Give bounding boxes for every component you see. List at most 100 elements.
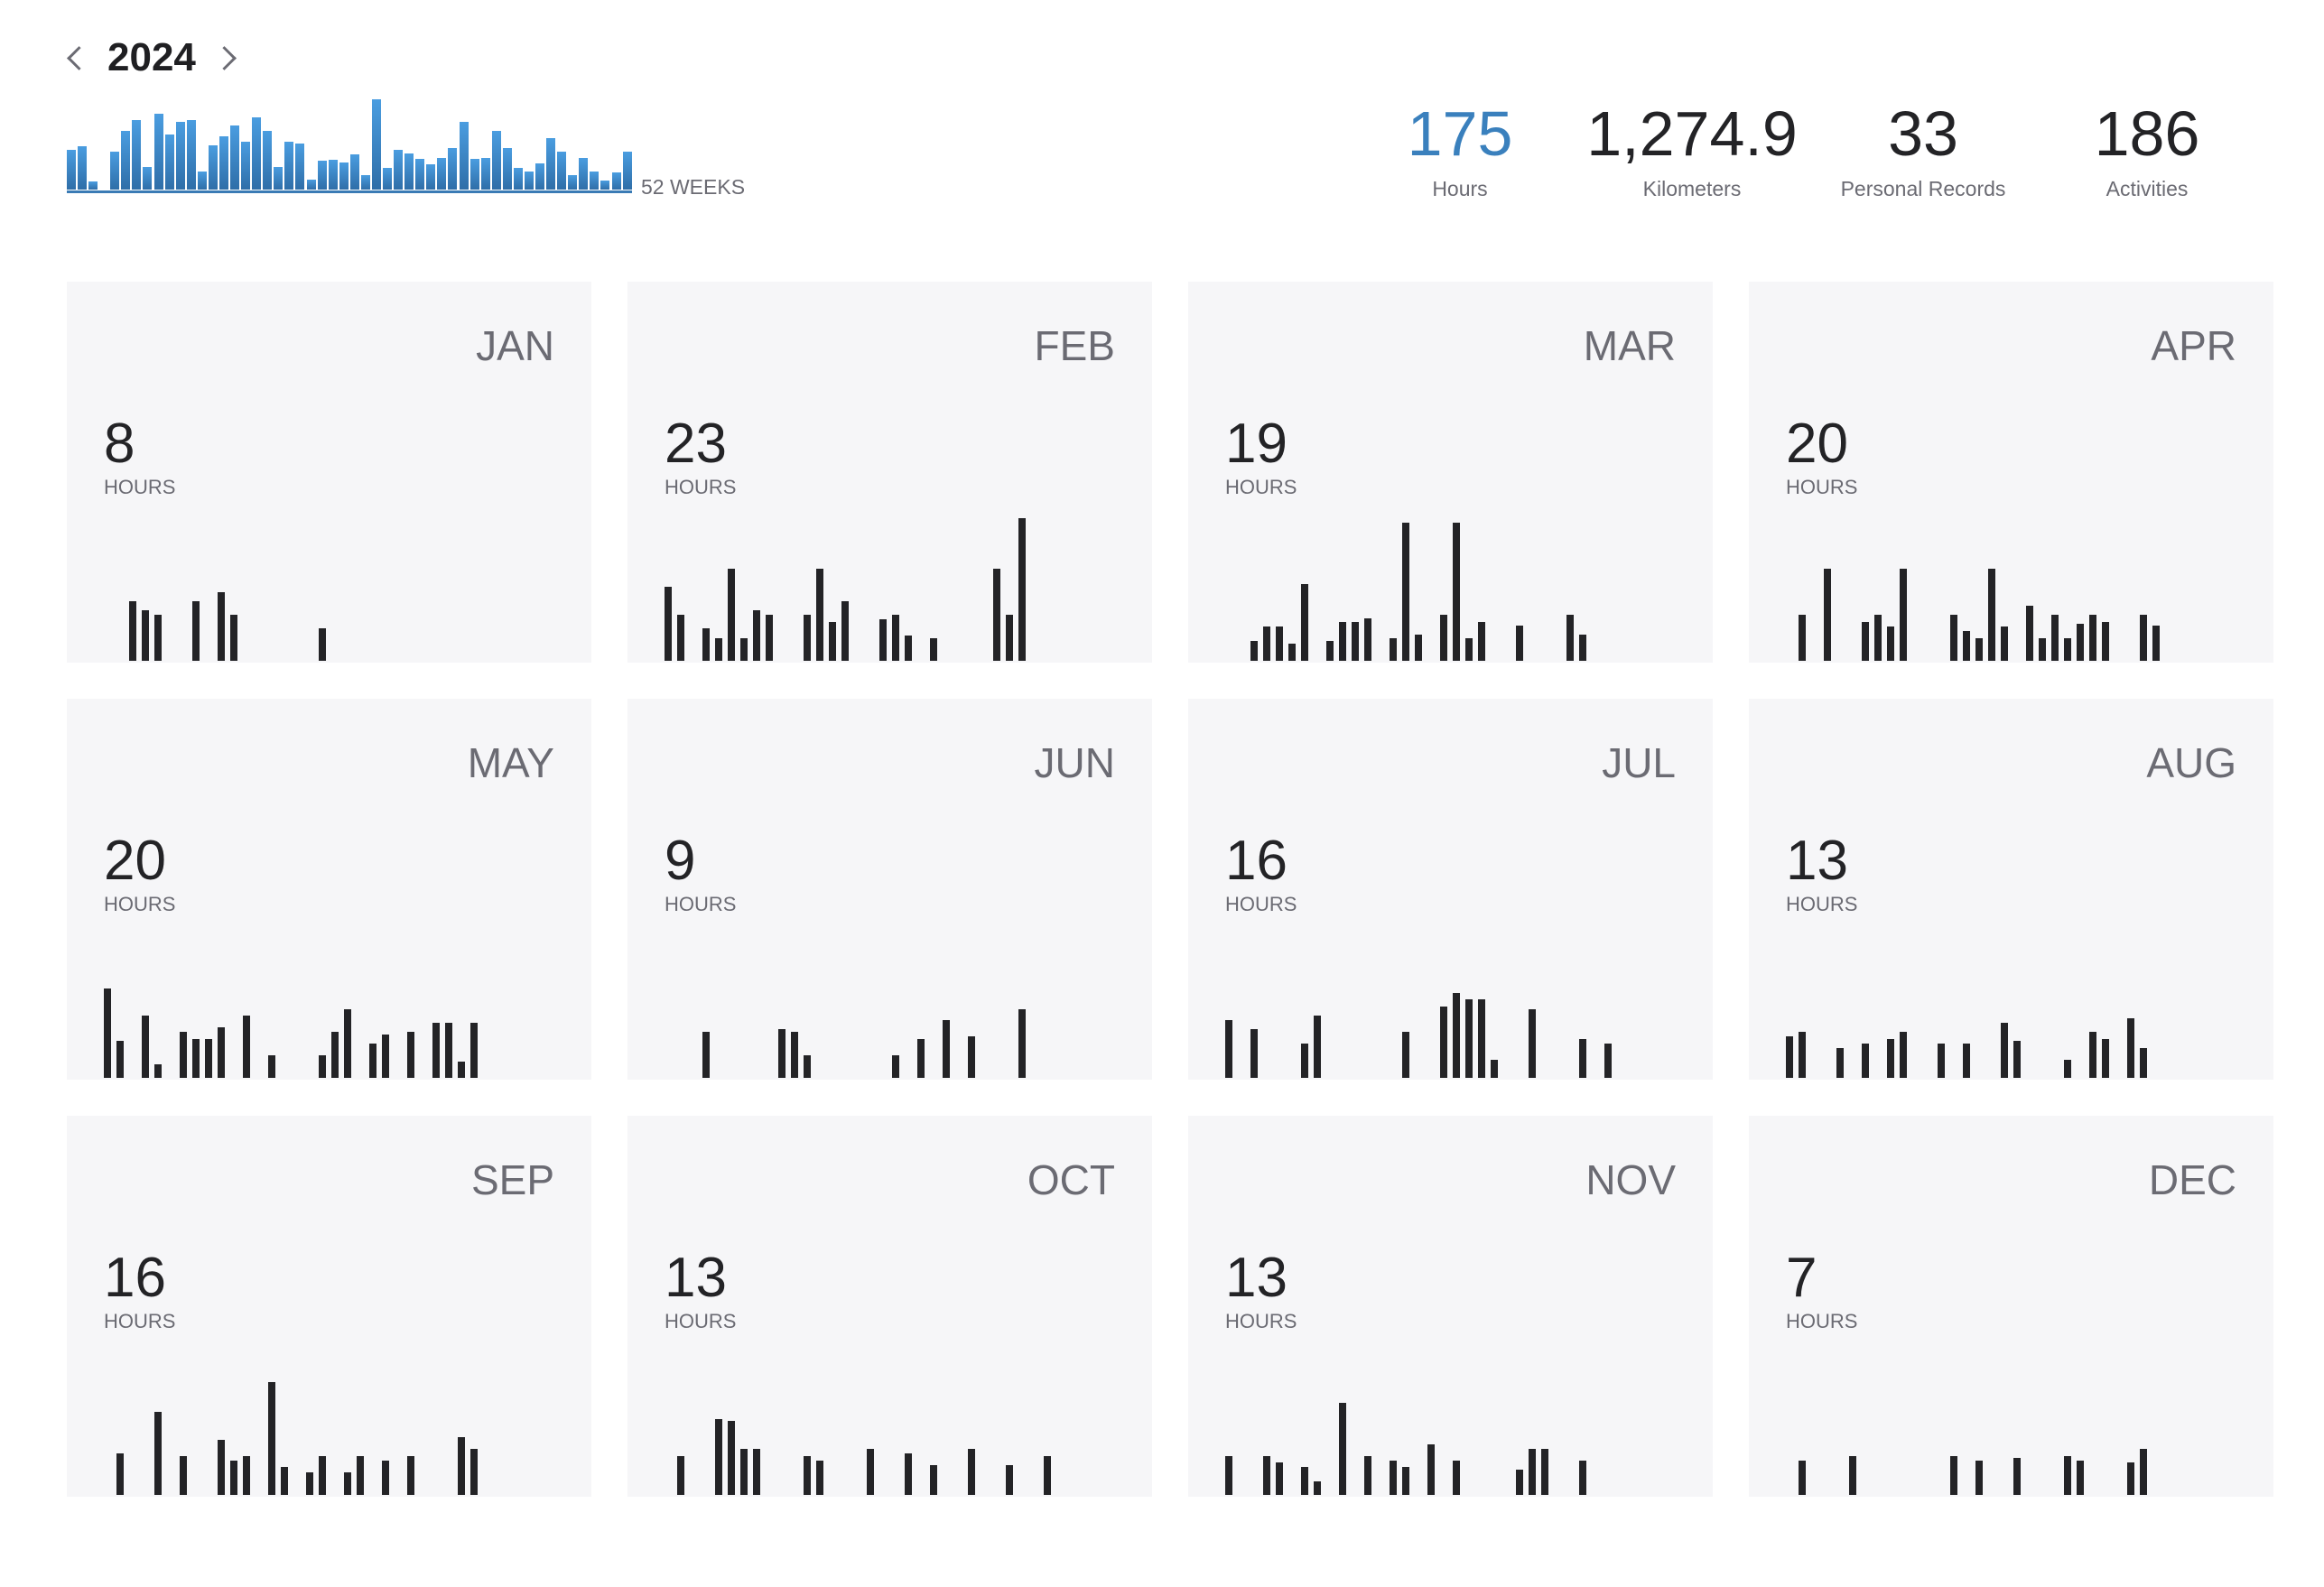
month-card-mar[interactable]: MAR 19 HOURS	[1188, 282, 1713, 663]
daily-bar	[1288, 643, 1296, 661]
daily-bar	[1786, 1036, 1793, 1078]
month-hours-unit: HOURS	[1786, 476, 1858, 498]
month-card-jan[interactable]: JAN 8 HOURS	[67, 282, 591, 663]
weekly-bar	[263, 131, 273, 190]
month-hours: 13	[1786, 830, 1848, 892]
daily-bar	[470, 1449, 478, 1495]
month-name: MAR	[1583, 322, 1676, 369]
daily-bar	[1799, 1032, 1806, 1078]
weekly-bar	[241, 141, 251, 190]
weekly-bar	[186, 119, 196, 190]
daily-bar	[432, 1022, 440, 1078]
daily-bar	[230, 1460, 237, 1495]
month-card-apr[interactable]: APR 20 HOURS	[1749, 282, 2273, 663]
daily-bar	[968, 1036, 975, 1078]
daily-bar	[1604, 1043, 1612, 1078]
daily-bar	[470, 1022, 478, 1078]
daily-bar	[804, 1054, 811, 1078]
daily-bar	[905, 1453, 912, 1495]
daily-bar	[816, 569, 823, 661]
daily-bar	[1415, 635, 1422, 661]
daily-bar	[753, 609, 760, 661]
stat-value: 175	[1407, 98, 1513, 169]
daily-bar	[1465, 637, 1473, 661]
month-card-feb[interactable]: FEB 23 HOURS	[627, 282, 1152, 663]
daily-bar	[1006, 1464, 1013, 1495]
weeks-label: 52 WEEKS	[641, 175, 746, 199]
daily-bar	[2127, 1017, 2134, 1078]
weekly-bar	[491, 131, 501, 190]
weekly-bar	[328, 160, 338, 190]
weekly-bar	[143, 166, 153, 190]
weekly-bar	[371, 99, 381, 190]
daily-bar	[1453, 992, 1460, 1078]
weekly-bar	[469, 158, 479, 190]
daily-bar	[319, 1455, 326, 1495]
weekly-bar	[459, 122, 469, 190]
month-hours-unit: HOURS	[104, 1310, 176, 1332]
stat-personal-records: 33 Personal Records	[1806, 97, 2040, 201]
daily-bar	[791, 1032, 798, 1078]
weekly-bar	[448, 148, 458, 190]
daily-bar	[1478, 999, 1485, 1078]
month-card-oct[interactable]: OCT 13 HOURS	[627, 1116, 1152, 1497]
daily-bar	[1018, 1008, 1026, 1078]
daily-bar	[816, 1460, 823, 1495]
daily-bar	[778, 1029, 786, 1078]
month-hours: 13	[665, 1247, 727, 1309]
daily-bar	[1938, 1043, 1945, 1078]
daily-bar	[2013, 1041, 2021, 1078]
weekly-bar	[415, 158, 425, 190]
month-card-jul[interactable]: JUL 16 HOURS	[1188, 699, 1713, 1080]
daily-bar	[917, 1038, 925, 1078]
month-name: AUG	[2146, 739, 2236, 786]
daily-bar	[715, 1418, 722, 1495]
daily-bar	[218, 1439, 225, 1495]
daily-bar	[1301, 1467, 1308, 1495]
daily-bar	[968, 1449, 975, 1495]
month-card-may[interactable]: MAY 20 HOURS	[67, 699, 591, 1080]
daily-bar	[1018, 517, 1026, 661]
daily-bar	[230, 615, 237, 661]
daily-bar	[1836, 1047, 1844, 1078]
daily-bar	[1900, 1032, 1907, 1078]
daily-bar	[1529, 1008, 1536, 1078]
month-name: APR	[2151, 322, 2236, 369]
daily-bar	[319, 1054, 326, 1078]
daily-bar	[665, 587, 672, 661]
chevron-left-icon[interactable]	[67, 45, 91, 70]
weekly-bar	[175, 122, 185, 190]
chevron-right-icon[interactable]	[211, 45, 237, 70]
month-card-nov[interactable]: NOV 13 HOURS	[1188, 1116, 1713, 1497]
daily-bar	[382, 1034, 389, 1078]
daily-bar	[1440, 1006, 1447, 1078]
daily-bar	[1301, 583, 1308, 661]
daily-bar	[407, 1032, 414, 1078]
daily-bar	[1566, 615, 1574, 661]
weekly-bar	[360, 174, 370, 190]
month-card-jun[interactable]: JUN 9 HOURS	[627, 699, 1152, 1080]
month-hours: 16	[104, 1247, 166, 1309]
month-card-sep[interactable]: SEP 16 HOURS	[67, 1116, 591, 1497]
daily-bar	[445, 1022, 452, 1078]
daily-bar	[1006, 615, 1013, 661]
daily-bar	[2140, 1047, 2147, 1078]
daily-bar	[2089, 1032, 2096, 1078]
month-card-dec[interactable]: DEC 7 HOURS	[1749, 1116, 2273, 1497]
weekly-bar	[153, 114, 163, 190]
daily-bar	[867, 1449, 874, 1495]
weekly-bar	[132, 119, 142, 190]
month-name: MAY	[467, 739, 554, 786]
daily-bar	[804, 1455, 811, 1495]
daily-bar	[154, 1412, 162, 1495]
weekly-bar	[590, 171, 600, 190]
month-card-aug[interactable]: AUG 13 HOURS	[1749, 699, 2273, 1080]
daily-bar	[344, 1471, 351, 1495]
month-hours: 9	[665, 830, 696, 892]
daily-bar	[1491, 1059, 1498, 1078]
daily-bar	[2001, 1022, 2008, 1078]
daily-bar	[344, 1008, 351, 1078]
daily-bar	[2152, 625, 2160, 661]
daily-bar	[2001, 626, 2008, 661]
daily-bar	[905, 635, 912, 661]
